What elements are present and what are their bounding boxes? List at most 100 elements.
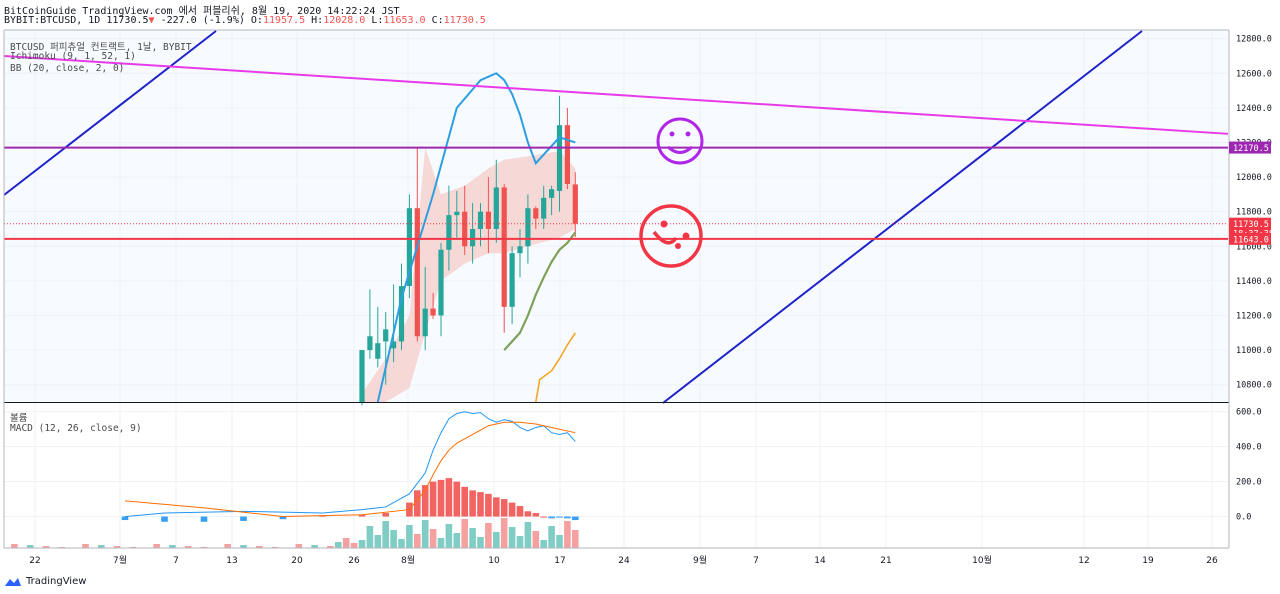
price-axis-tick: 11400.0 bbox=[1236, 277, 1272, 287]
publish-info: BitCoinGuide TradingView.com 에서 퍼블리쉬, 8월… bbox=[4, 2, 400, 17]
volume-bar bbox=[82, 544, 89, 548]
volume-bar bbox=[350, 543, 358, 548]
open-label: O: bbox=[250, 15, 263, 26]
volume-bar bbox=[169, 545, 176, 548]
confused-face-dot bbox=[675, 243, 681, 249]
candle-body bbox=[438, 249, 444, 316]
time-axis-tick: 10 bbox=[488, 556, 500, 566]
happy-face-mouth bbox=[666, 145, 694, 154]
price-axis-tick: 11000.0 bbox=[1236, 346, 1272, 356]
volume-bar bbox=[564, 521, 571, 548]
price-axis-tick: 11800.0 bbox=[1236, 208, 1272, 218]
volume-bar bbox=[256, 546, 263, 548]
candle-body bbox=[501, 187, 507, 307]
volume-bar bbox=[358, 540, 366, 548]
time-axis-tick: 8월 bbox=[401, 554, 415, 566]
candle-body bbox=[462, 211, 468, 247]
macd-histogram-bar bbox=[524, 511, 532, 517]
price-tag-label: 11643.0 bbox=[1233, 235, 1269, 245]
confused-face-mouth bbox=[652, 230, 678, 245]
volume-bar bbox=[382, 521, 389, 548]
time-axis-tick: 26 bbox=[348, 556, 360, 566]
legend-macd: MACD (12, 26, close, 9) bbox=[10, 423, 142, 434]
volume-bar bbox=[540, 540, 547, 548]
macd-histogram-bar bbox=[485, 493, 492, 517]
macd-histogram-bar bbox=[121, 516, 129, 521]
volume-bar bbox=[532, 531, 540, 548]
macd-signal-line bbox=[124, 421, 576, 518]
macd-histogram-bar bbox=[461, 486, 468, 517]
confused-face-outline bbox=[639, 204, 703, 268]
candle-body bbox=[454, 211, 460, 216]
volume-bar bbox=[390, 530, 397, 548]
confused-face-eye bbox=[682, 232, 690, 240]
legend-volume: 볼륨 bbox=[10, 413, 28, 424]
time-axis-tick: 9월 bbox=[693, 554, 707, 566]
volume-bar bbox=[524, 522, 532, 548]
time-axis-tick: 21 bbox=[880, 556, 891, 566]
open-value: 11957.5 bbox=[262, 15, 306, 26]
volume-bar bbox=[437, 538, 445, 548]
macd-histogram-bar bbox=[572, 516, 579, 521]
volume-bar bbox=[342, 538, 350, 548]
time-axis-tick: 14 bbox=[814, 556, 826, 566]
volume-bar bbox=[11, 544, 18, 548]
volume-bar bbox=[374, 535, 382, 548]
confused-face-icon bbox=[639, 204, 703, 268]
volume-bar bbox=[556, 535, 563, 548]
volume-axis-tick: 0.0 bbox=[1236, 513, 1251, 523]
candle-body bbox=[477, 211, 484, 229]
macd-histogram-bar bbox=[453, 481, 461, 517]
candle-body bbox=[446, 215, 452, 250]
candle-body bbox=[533, 208, 539, 219]
time-axis-tick: 20 bbox=[291, 556, 303, 566]
confused-face-eye bbox=[660, 220, 668, 228]
macd-histogram-bar bbox=[437, 479, 445, 517]
candle-body bbox=[470, 228, 476, 247]
footer-brand[interactable]: TradingView bbox=[4, 576, 86, 587]
macd-histogram-bar bbox=[477, 492, 484, 517]
ichimoku-tenkan-line bbox=[376, 72, 576, 403]
symbol-label: BYBIT:BTCUSD, 1D bbox=[4, 15, 101, 26]
macd-histogram-bar bbox=[358, 514, 366, 517]
happy-face-eye bbox=[669, 131, 675, 137]
candle-body bbox=[414, 208, 420, 337]
blue-trendline-left bbox=[3, 30, 217, 196]
candle-body bbox=[367, 336, 373, 351]
close-label: C: bbox=[431, 15, 444, 26]
volume-bar bbox=[335, 542, 342, 548]
volume-bar bbox=[153, 544, 160, 548]
time-axis-tick: 7 bbox=[753, 556, 759, 566]
price-tag-bg bbox=[1229, 217, 1271, 230]
candle-body bbox=[422, 308, 428, 337]
low-label: L: bbox=[371, 15, 384, 26]
legend-bb: BB (20, close, 2, 0) bbox=[10, 63, 125, 74]
time-axis-tick: 12 bbox=[1078, 556, 1089, 566]
volume-bar bbox=[98, 545, 105, 548]
time-axis-tick: 26 bbox=[1206, 556, 1218, 566]
bollinger-band-area bbox=[362, 147, 576, 402]
volume-bar bbox=[421, 520, 429, 548]
macd-histogram-bar bbox=[421, 485, 429, 517]
macd-histogram-bar bbox=[532, 513, 540, 517]
price-axis-tick: 12600.0 bbox=[1236, 69, 1272, 79]
volume-bar bbox=[240, 545, 247, 548]
macd-histogram-bar bbox=[564, 516, 571, 519]
macd-line bbox=[124, 411, 576, 518]
ichimoku-span-line bbox=[535, 332, 576, 403]
price-axis-tick: 11600.0 bbox=[1236, 242, 1272, 252]
last-price: 11730.5 bbox=[106, 15, 149, 26]
volume-bar bbox=[184, 546, 192, 548]
volume-bar bbox=[295, 544, 303, 548]
brand-label: TradingView bbox=[26, 576, 87, 587]
macd-histogram-bar bbox=[279, 516, 287, 520]
volume-axis-tick: 400.0 bbox=[1236, 443, 1262, 453]
low-value: 11653.0 bbox=[383, 15, 426, 26]
candle-body bbox=[572, 184, 578, 224]
price-axis-tick: 12000.0 bbox=[1236, 173, 1272, 183]
volume-bar bbox=[493, 532, 500, 548]
volume-bar bbox=[508, 527, 516, 548]
candle-body bbox=[485, 211, 491, 229]
volume-bar bbox=[113, 546, 121, 548]
